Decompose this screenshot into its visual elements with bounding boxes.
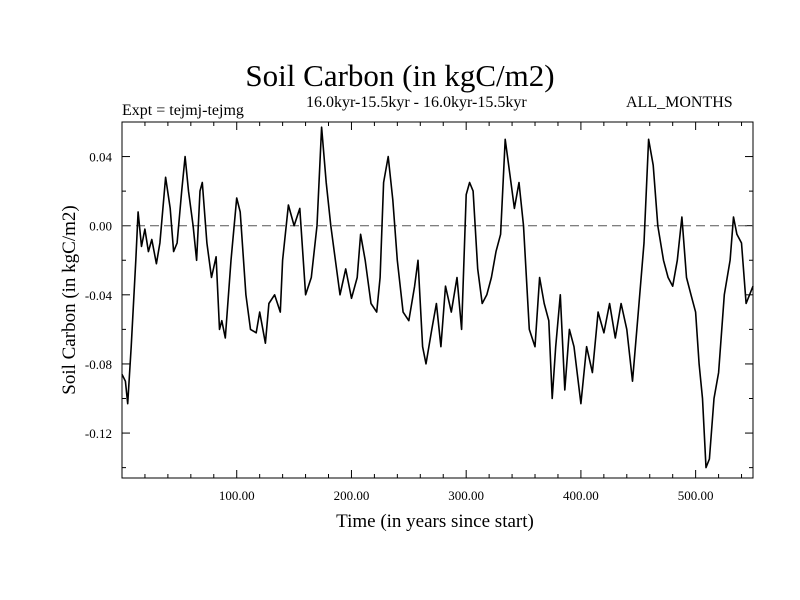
series-line (121, 126, 754, 469)
plot-frame (121, 121, 754, 479)
chart-subtitle: 16.0kyr-15.5kyr - 16.0kyr-15.5kyr (306, 94, 527, 111)
x-axis-label: Time (in years since start) (336, 511, 534, 532)
y-tick-label: -0.08 (85, 357, 112, 372)
experiment-label: Expt = tejmj-tejmg (122, 102, 244, 119)
x-tick-label: 100.00 (219, 488, 255, 503)
y-tick-label: -0.04 (85, 288, 113, 303)
x-tick-label: 400.00 (563, 488, 599, 503)
y-tick-label: 0.00 (89, 219, 112, 234)
x-tick-label: 300.00 (448, 488, 484, 503)
chart-title: Soil Carbon (in kgC/m2) (245, 58, 555, 93)
y-tick-label: 0.04 (89, 150, 112, 165)
x-tick-label: 500.00 (678, 488, 714, 503)
period-label: ALL_MONTHS (626, 94, 733, 111)
y-tick-label: -0.12 (85, 426, 112, 441)
x-tick-label: 200.00 (334, 488, 370, 503)
